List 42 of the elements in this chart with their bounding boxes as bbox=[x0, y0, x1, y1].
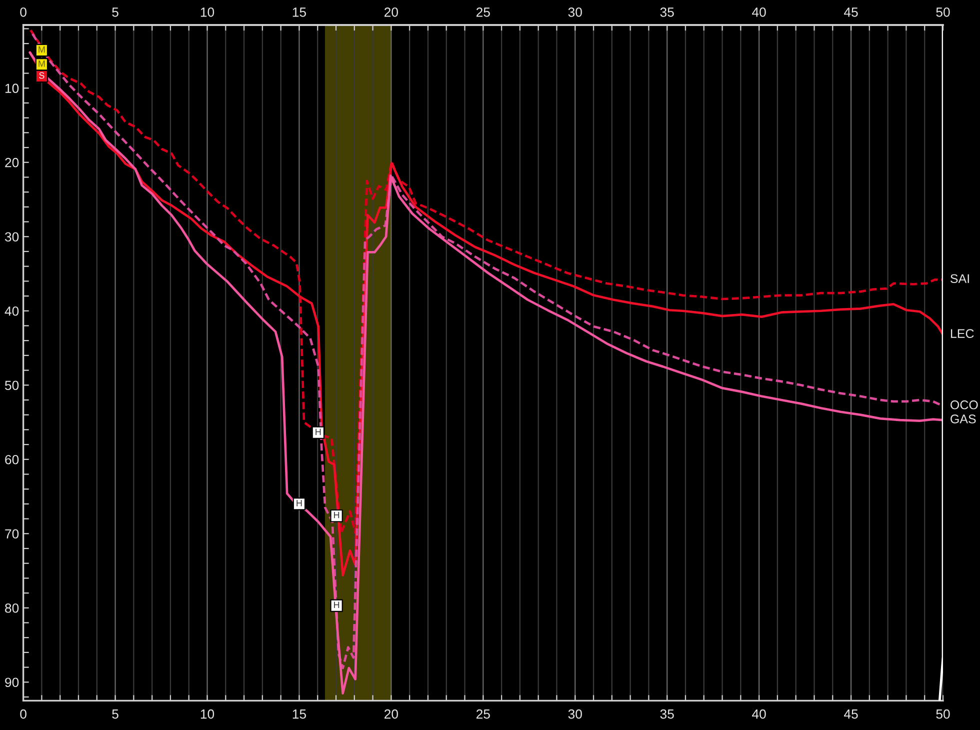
x-tick-label: 20 bbox=[384, 7, 398, 17]
x-tick-label: 35 bbox=[660, 7, 674, 17]
y-tick-label: 90 bbox=[5, 678, 19, 688]
y-tick-label: 20 bbox=[5, 158, 19, 168]
x2-tick-label: 40 bbox=[752, 709, 766, 719]
x-tick-label: 10 bbox=[200, 7, 214, 17]
x-tick-label: 15 bbox=[292, 8, 306, 17]
x-tick-label: 0 bbox=[20, 7, 26, 17]
data-label: M bbox=[38, 46, 45, 53]
x-tick-label: 40 bbox=[752, 7, 766, 17]
y-tick-label: 50 bbox=[4, 380, 19, 390]
x2-tick-label: 5 bbox=[112, 710, 118, 719]
x2-tick-label: 25 bbox=[476, 709, 490, 719]
y-tick-label: 60 bbox=[5, 454, 19, 464]
x2-tick-label: 15 bbox=[292, 710, 306, 719]
x2-tick-label: 0 bbox=[20, 709, 26, 719]
x-tick-label: 45 bbox=[844, 8, 858, 17]
data-label: M bbox=[38, 60, 45, 67]
x2-tick-label: 35 bbox=[660, 709, 674, 719]
y-tick-label: 40 bbox=[4, 306, 19, 316]
x-tick-label: 25 bbox=[476, 7, 490, 17]
data-label: H bbox=[334, 512, 340, 518]
x2-tick-label: 50 bbox=[936, 709, 950, 719]
data-label: S bbox=[39, 72, 44, 79]
series-label: LEC bbox=[950, 329, 974, 338]
series-label: SAI bbox=[950, 274, 969, 284]
x-tick-label: 5 bbox=[112, 8, 118, 17]
y-tick-label: 70 bbox=[5, 529, 19, 539]
data-label: H bbox=[296, 500, 302, 506]
x-tick-label: 30 bbox=[568, 7, 582, 17]
x2-tick-label: 10 bbox=[200, 709, 214, 719]
series-label: GAS bbox=[950, 414, 976, 424]
y-tick-label: 80 bbox=[5, 603, 19, 613]
y-tick-label: 30 bbox=[4, 232, 19, 242]
series-label: OCO bbox=[950, 400, 978, 410]
x2-tick-label: 45 bbox=[844, 710, 858, 719]
data-label: H bbox=[316, 428, 321, 435]
x2-tick-label: 20 bbox=[384, 709, 398, 719]
y-tick-label: 10 bbox=[5, 84, 19, 94]
x-tick-label: 50 bbox=[936, 7, 950, 17]
data-label: H bbox=[334, 602, 340, 608]
x2-tick-label: 30 bbox=[568, 709, 582, 719]
